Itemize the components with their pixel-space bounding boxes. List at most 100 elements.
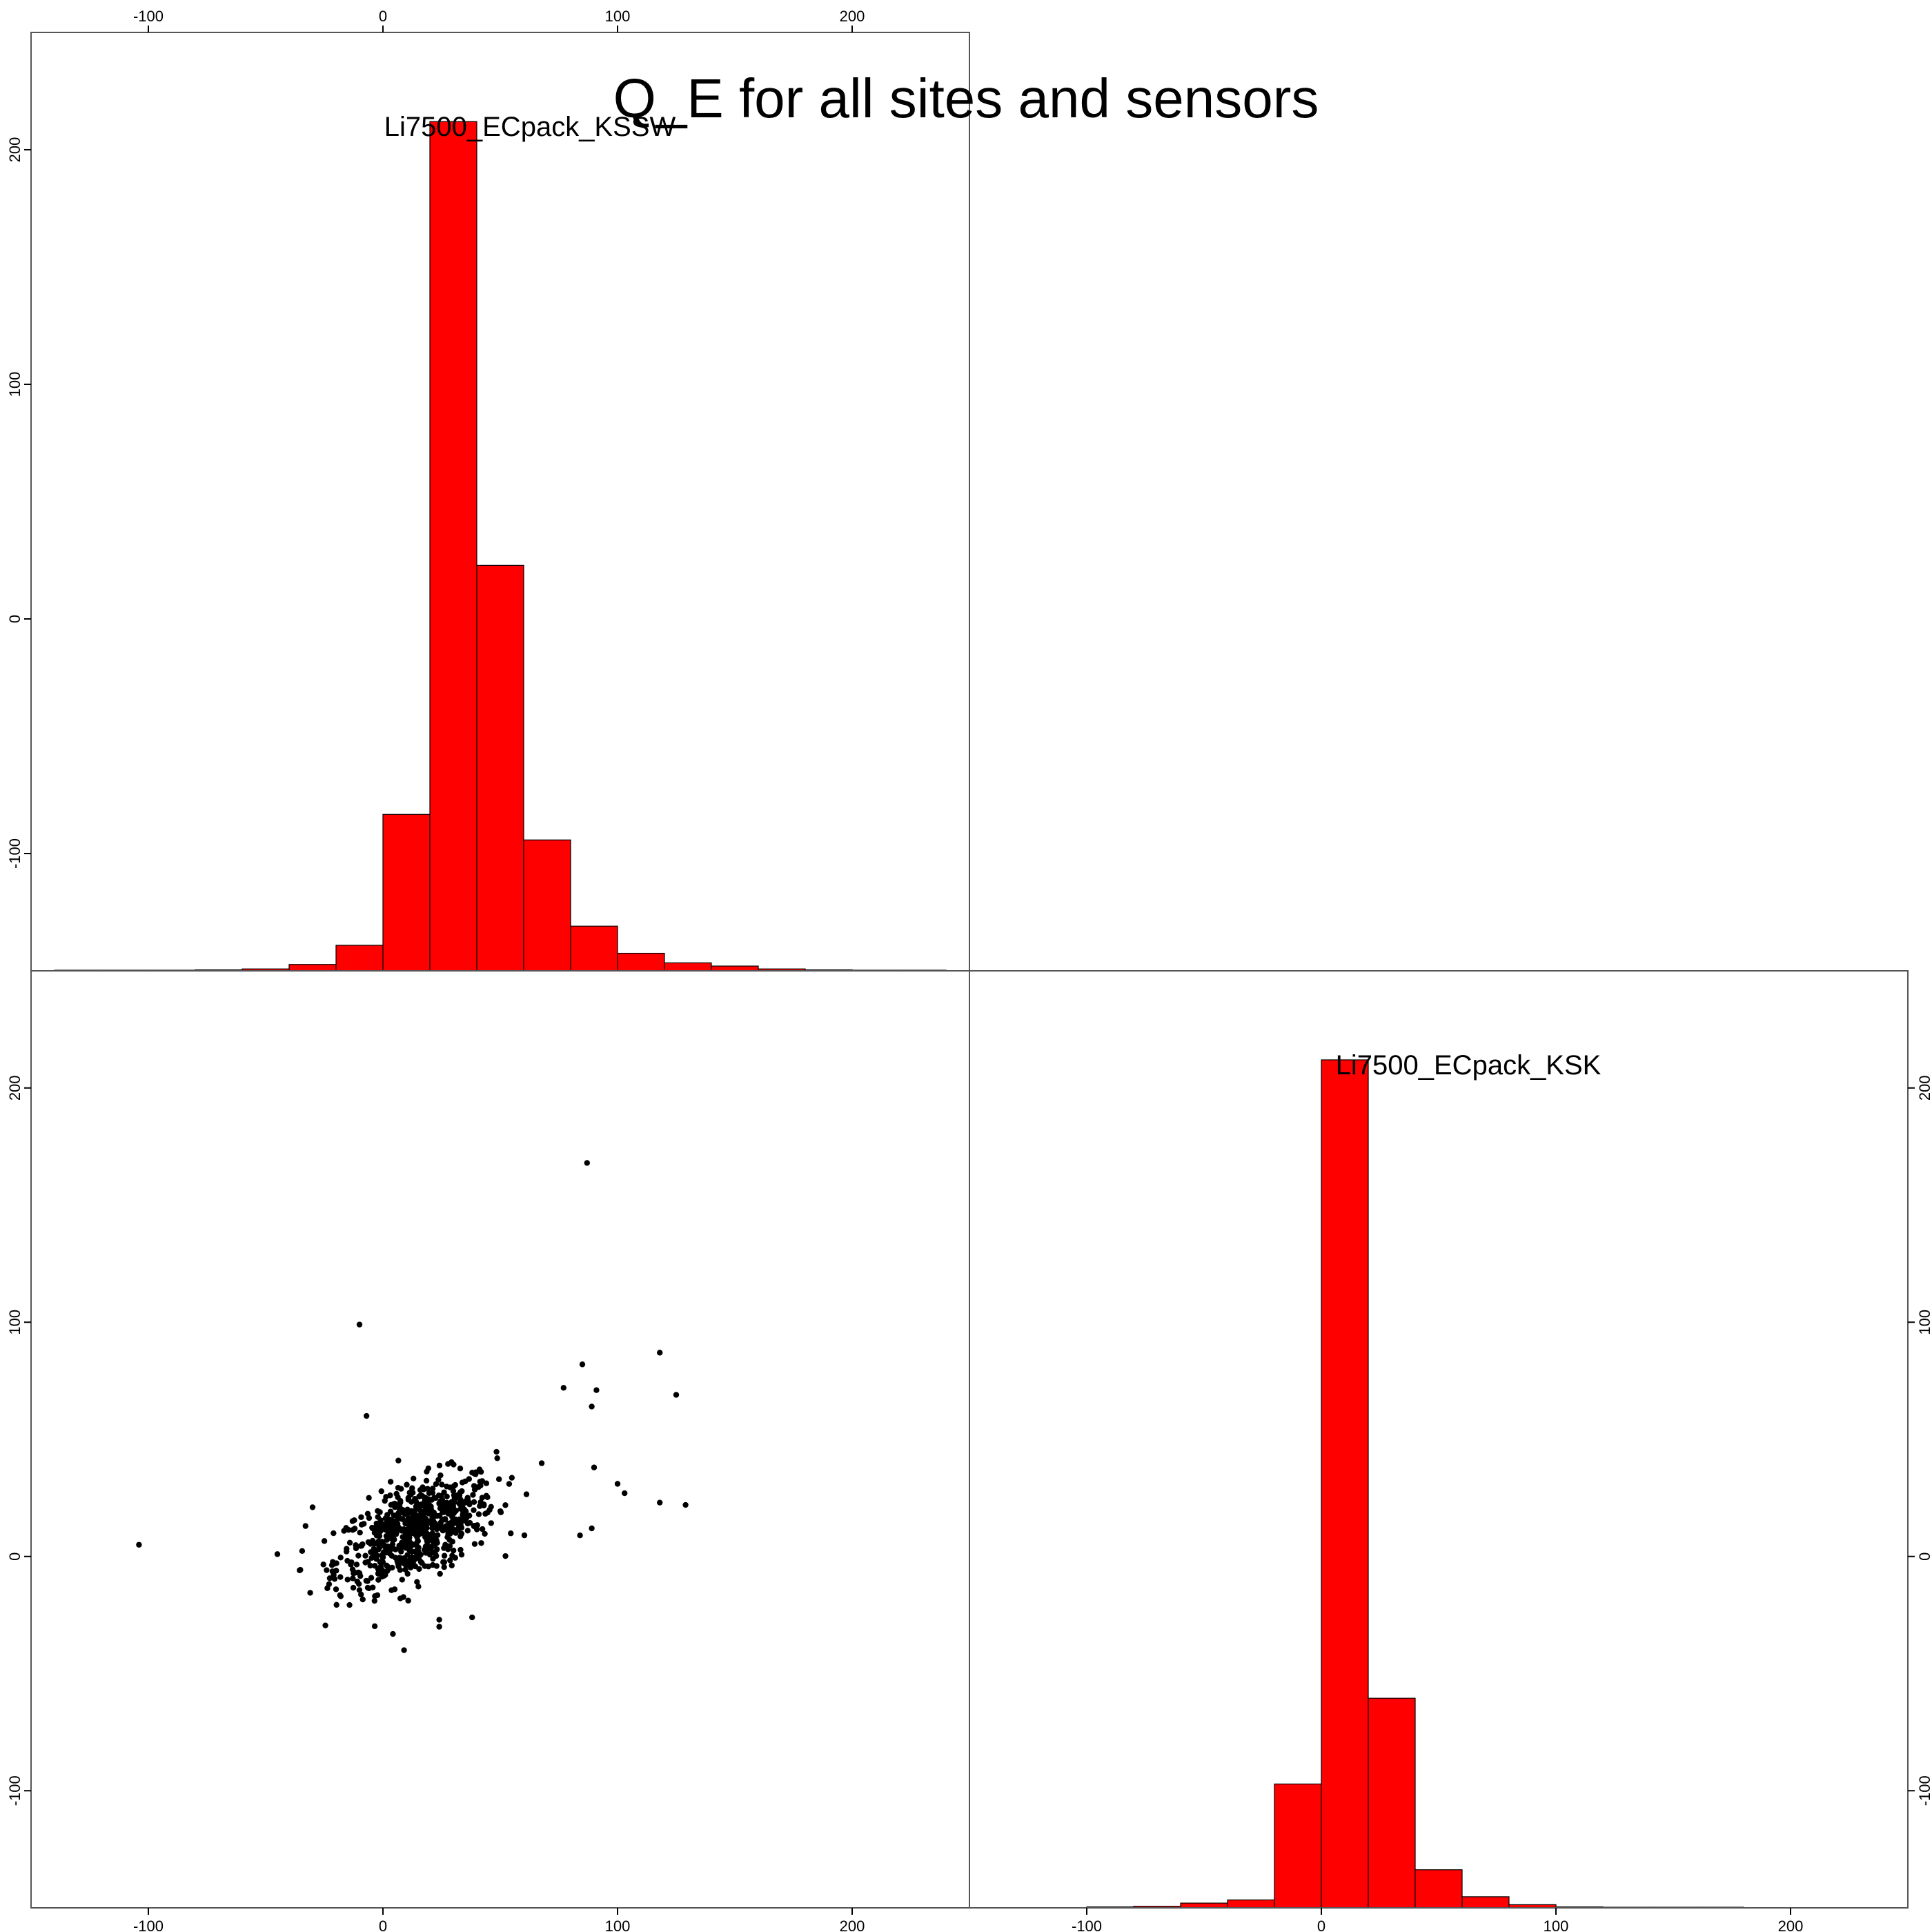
scatter-point bbox=[398, 1548, 404, 1555]
scatter-point bbox=[402, 1566, 408, 1573]
scatter-point bbox=[344, 1577, 351, 1583]
scatter-point bbox=[435, 1477, 442, 1483]
scatter-point bbox=[447, 1557, 453, 1564]
scatter-point bbox=[437, 1498, 444, 1505]
x-tick-label: -100 bbox=[1072, 1918, 1102, 1932]
scatter-point bbox=[349, 1518, 356, 1524]
scatter-point bbox=[442, 1502, 449, 1508]
scatter-point bbox=[402, 1530, 409, 1537]
scatter-point bbox=[437, 1570, 443, 1577]
scatter-point bbox=[413, 1504, 420, 1510]
scatter-point bbox=[415, 1518, 421, 1525]
scatter-point bbox=[344, 1546, 350, 1552]
scatter-point bbox=[350, 1575, 356, 1581]
scatter-point bbox=[482, 1510, 489, 1517]
scatter-point bbox=[502, 1502, 509, 1508]
y-tick-label: 0 bbox=[6, 615, 23, 623]
scatter-point bbox=[297, 1567, 303, 1573]
scatter-point bbox=[395, 1484, 402, 1491]
histogram-bar bbox=[476, 564, 524, 972]
x-tick-label: 100 bbox=[605, 8, 631, 25]
scatter-point bbox=[475, 1511, 482, 1517]
scatter-point bbox=[394, 1516, 401, 1522]
scatter-point bbox=[406, 1546, 412, 1552]
scatter-point bbox=[372, 1552, 378, 1558]
scatter-point bbox=[429, 1490, 436, 1496]
scatter-point bbox=[406, 1524, 413, 1530]
scatter-point bbox=[364, 1584, 371, 1591]
scatter-point bbox=[466, 1476, 472, 1482]
scatter-point bbox=[350, 1584, 357, 1591]
panel-frame bbox=[30, 970, 970, 1909]
scatter-point bbox=[358, 1521, 365, 1528]
histogram-bar bbox=[1414, 1869, 1463, 1909]
scatter-point bbox=[459, 1479, 466, 1486]
scatter-point bbox=[424, 1537, 430, 1544]
histogram-panel-bottom-right: Li7500_ECpack_KSK -100 0 100 200 -100 0 100 200 bbox=[969, 970, 1932, 1932]
scatter-point bbox=[372, 1540, 379, 1546]
scatter-point bbox=[401, 1647, 407, 1653]
scatter-point bbox=[473, 1526, 480, 1532]
histogram-bar bbox=[382, 814, 431, 972]
scatter-point bbox=[577, 1532, 583, 1539]
scatter-point bbox=[326, 1575, 333, 1581]
scatter-point bbox=[395, 1561, 402, 1567]
scatter-point bbox=[442, 1516, 448, 1522]
scatter-point bbox=[614, 1481, 621, 1487]
scatter-point bbox=[429, 1561, 436, 1568]
scatter-point bbox=[365, 1559, 371, 1565]
y-tick-label: 200 bbox=[1916, 1075, 1932, 1101]
scatter-point bbox=[469, 1614, 475, 1621]
scatter-point bbox=[434, 1546, 440, 1552]
scatter-point bbox=[682, 1501, 689, 1508]
scatter-point bbox=[406, 1490, 413, 1496]
scatter-point bbox=[471, 1507, 477, 1513]
scatter-point bbox=[657, 1499, 663, 1506]
panel-title: Li7500_ECpack_KSK bbox=[1336, 1050, 1601, 1081]
scatter-point bbox=[416, 1566, 422, 1573]
scatter-point bbox=[414, 1579, 420, 1585]
scatter-point bbox=[436, 1462, 443, 1469]
scatter-point bbox=[481, 1501, 487, 1508]
panel-frame bbox=[969, 970, 1909, 1909]
scatter-point bbox=[421, 1508, 428, 1515]
scatter-point bbox=[359, 1596, 366, 1603]
scatter-point bbox=[441, 1552, 448, 1559]
scatter-point bbox=[441, 1559, 448, 1566]
scatter-point bbox=[346, 1539, 353, 1546]
histogram-bar bbox=[1227, 1899, 1275, 1909]
scatter-point bbox=[379, 1559, 386, 1566]
scatter-point bbox=[136, 1541, 142, 1548]
histogram-panel-top-left: Li7500_ECpack_KSSW -100 0 100 200 -100 0 100 200 bbox=[6, 8, 970, 972]
scatter-point bbox=[329, 1568, 336, 1575]
scatter-point bbox=[448, 1502, 455, 1509]
scatter-point bbox=[379, 1567, 386, 1573]
scatter-point bbox=[391, 1537, 397, 1543]
scatter-point bbox=[353, 1542, 359, 1548]
scatter-point bbox=[430, 1555, 436, 1562]
scatter-point bbox=[374, 1592, 381, 1599]
scatter-point bbox=[508, 1530, 514, 1537]
scatter-point bbox=[622, 1490, 628, 1497]
scatter-point bbox=[464, 1513, 471, 1519]
scatter-point bbox=[345, 1527, 352, 1533]
scatter-point bbox=[375, 1514, 381, 1520]
scatter-point bbox=[321, 1538, 328, 1544]
scatter-point bbox=[384, 1537, 390, 1543]
scatter-point bbox=[357, 1591, 364, 1598]
scatter-point bbox=[371, 1623, 378, 1630]
scatter-point bbox=[486, 1507, 493, 1513]
scatter-point bbox=[366, 1495, 372, 1501]
scatter-point bbox=[322, 1622, 328, 1628]
scatter-point bbox=[358, 1514, 364, 1520]
scatter-point bbox=[471, 1541, 478, 1547]
scatter-point bbox=[458, 1530, 465, 1537]
scatter-point bbox=[441, 1564, 447, 1570]
scatter-point bbox=[429, 1486, 436, 1492]
scatter-point bbox=[387, 1479, 394, 1485]
scatter-point bbox=[439, 1481, 445, 1488]
scatter-panel-bottom-left: -100 0 100 200 -100 0 100 200 bbox=[6, 970, 970, 1932]
scatter-point bbox=[436, 1617, 442, 1623]
scatter-point bbox=[458, 1551, 465, 1558]
